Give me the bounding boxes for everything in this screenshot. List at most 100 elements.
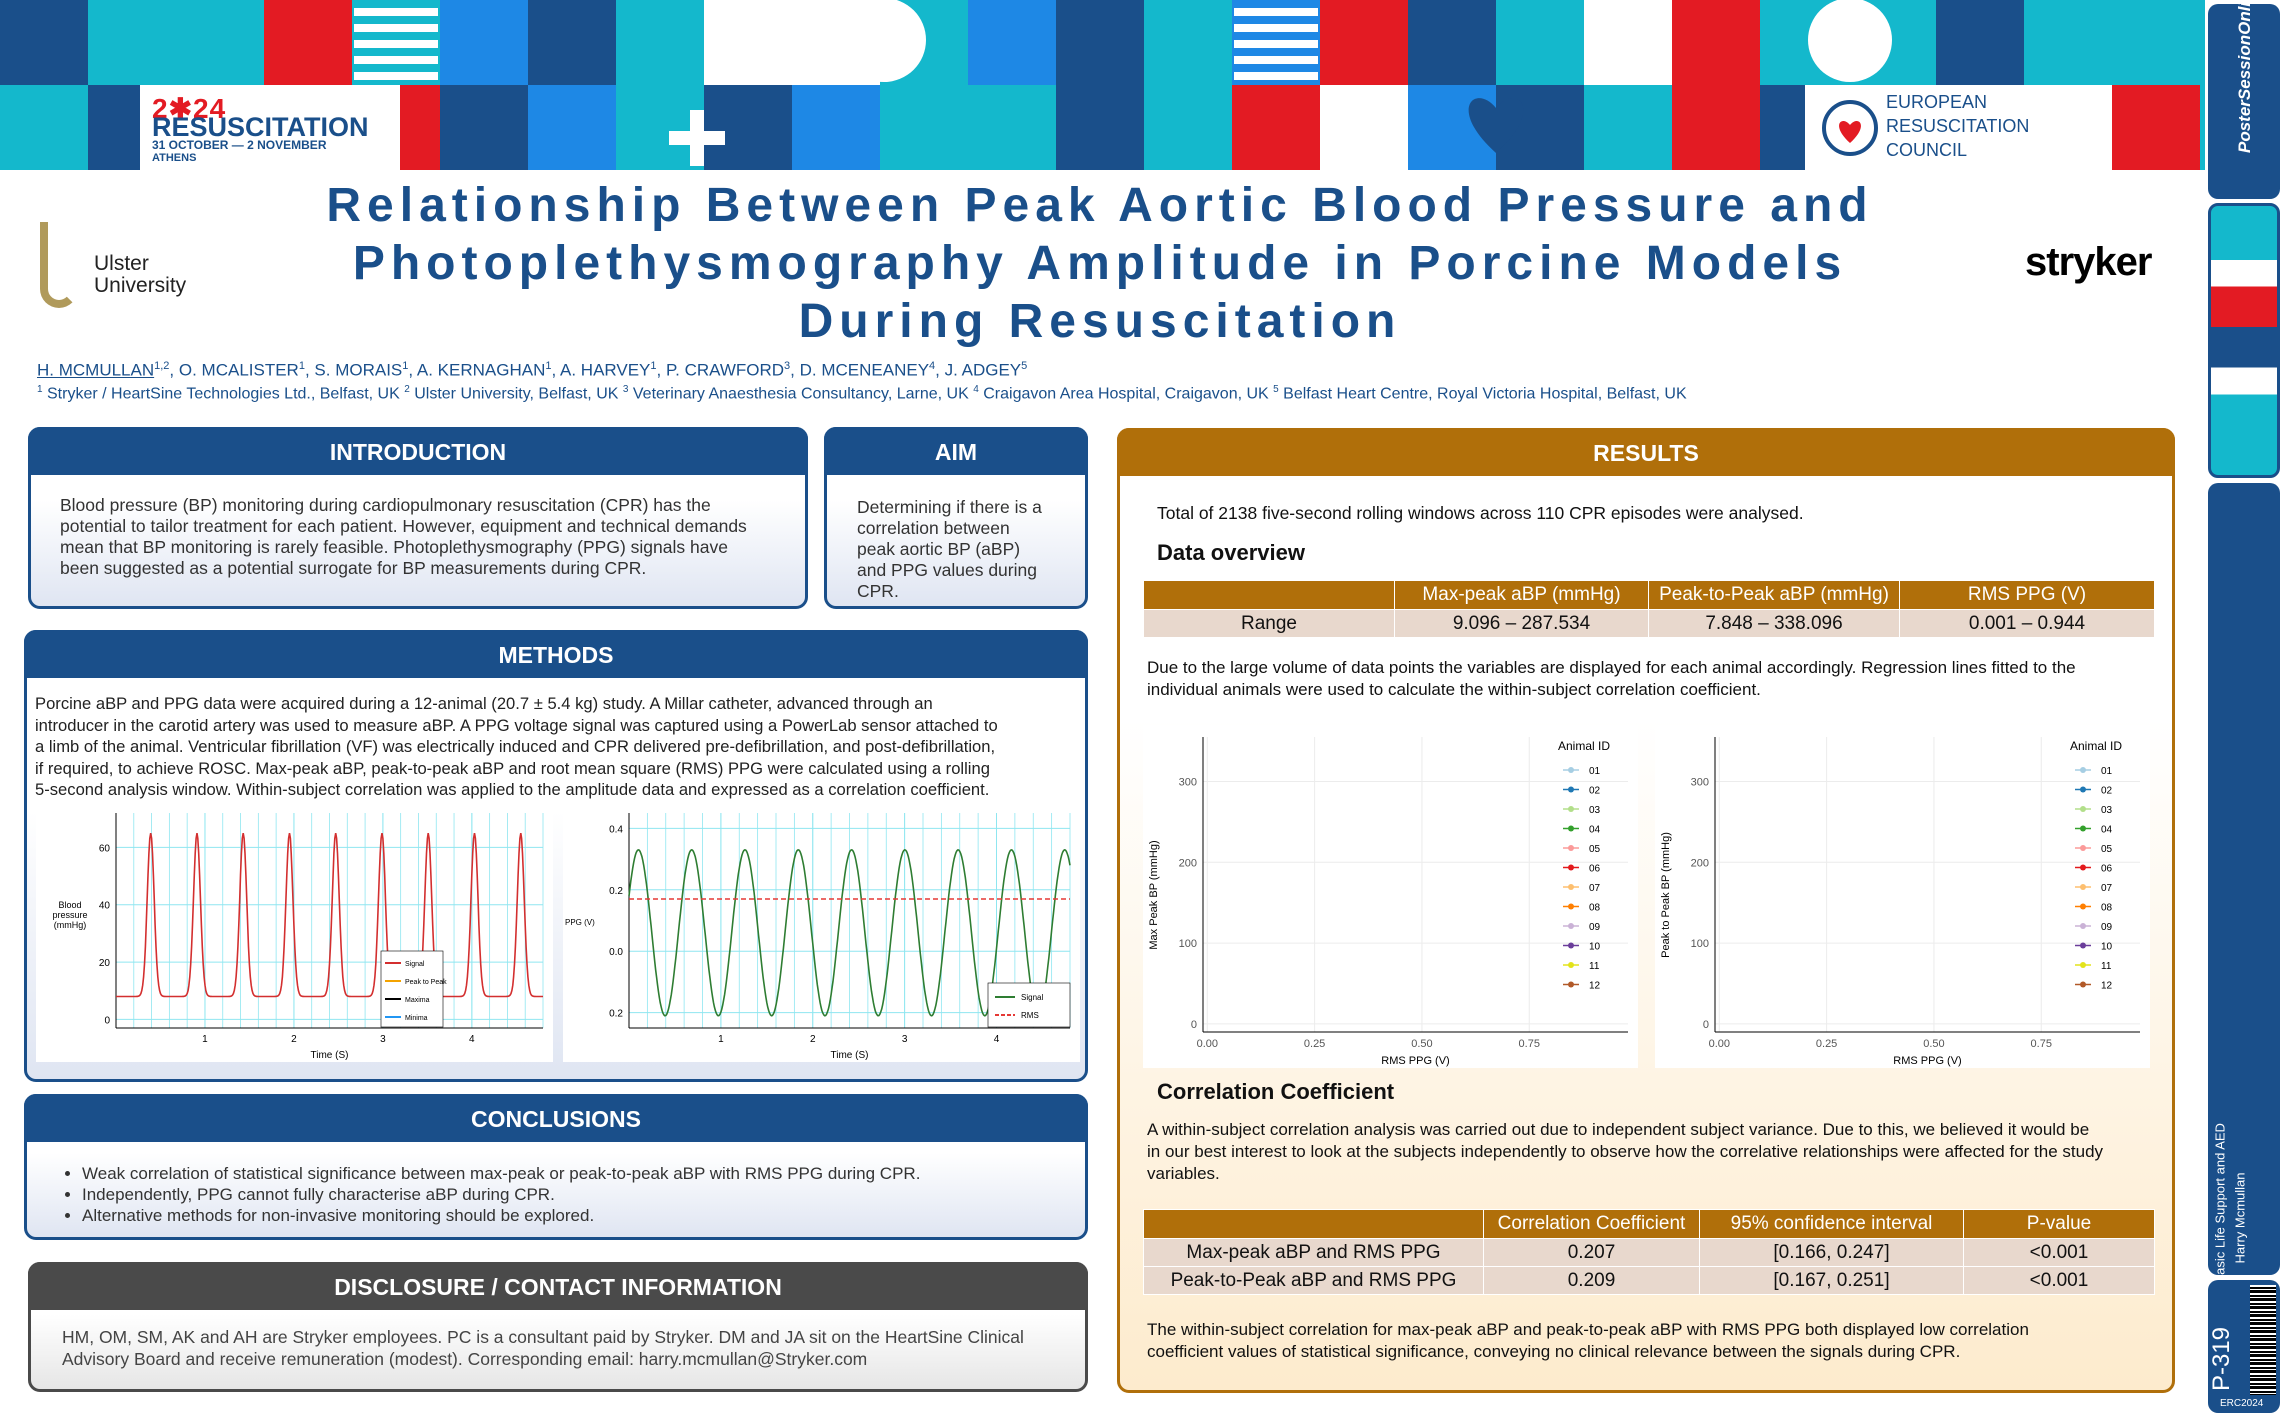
heart-decor: [1468, 98, 1524, 153]
legend-label: 03: [1589, 805, 1601, 816]
banner-tile: [176, 0, 265, 85]
legend-swatch: [2080, 825, 2086, 832]
banner-tile: [704, 0, 793, 85]
legend-label: Peak to Peak: [405, 979, 447, 986]
author-affil: 1: [545, 360, 552, 372]
text-line: peak aortic BP (aBP): [857, 539, 1021, 559]
legend-label: 09: [2101, 922, 2113, 933]
banner-tile: [1408, 0, 1497, 85]
legend-label: Signal: [1021, 993, 1043, 1002]
x-tick-label: 0.00: [1197, 1038, 1218, 1050]
legend-swatch: [2080, 786, 2086, 793]
sidebar-presenter: Harry Mcmullan: [2232, 1172, 2248, 1264]
y-tick-label: 40: [99, 901, 111, 912]
column-header: RMS PPG (V): [1899, 580, 2155, 610]
banner-tile: [1320, 85, 1409, 170]
affil-text: Ulster University, Belfast, UK: [409, 385, 623, 403]
row: Max-peak aBP and RMS PPG 0.207 [0.166, 0.2…: [1143, 1238, 2155, 1267]
text-line: potential to tailor treatment for each p…: [60, 516, 747, 536]
legend-swatch: [2080, 806, 2086, 812]
legend-label: 12: [2101, 981, 2113, 992]
plot: 0.2 0.0 0.2 0.4 1 2 3 4 Time (S) PPG (V) Signal RMS: [563, 803, 1080, 1062]
banner-tile: [2024, 0, 2113, 85]
column-header: P-value: [1963, 1209, 2155, 1239]
x-axis-label: RMS PPG (V): [1381, 1055, 1449, 1067]
banner-tile: [1496, 0, 1585, 85]
legend-label: 02: [2101, 786, 2113, 797]
legend-title: Animal ID: [1558, 739, 1610, 753]
legend-title: Animal ID: [2070, 739, 2122, 753]
legend-swatch: [2080, 962, 2086, 968]
x-tick-label: 4: [469, 1034, 475, 1045]
banner-tile: [1144, 0, 1233, 85]
legend-label: 08: [2101, 903, 2113, 914]
legend-label: Signal: [405, 961, 425, 968]
plot: 0 100 200 300 0.00 0.25 0.50 0.75 RMS PPG (V) Max…: [1143, 725, 1638, 1068]
y-tick-label: 300: [1691, 776, 1709, 788]
author-affil: 3: [784, 360, 791, 372]
y-tick-label: 0.4: [609, 824, 623, 835]
legend-swatch: [2080, 845, 2086, 851]
x-tick-label: 3: [380, 1034, 386, 1045]
legend-label: 01: [2101, 766, 2113, 777]
cell: 9.096 – 287.534: [1394, 609, 1649, 638]
legend-label: 04: [2101, 825, 2113, 836]
legend-swatch: [2080, 884, 2086, 890]
legend-swatch: [1568, 767, 1574, 773]
legend-swatch: [1568, 923, 1574, 929]
legend-label: 07: [1589, 883, 1601, 894]
author-name: , J. ADGEY: [935, 360, 1022, 380]
author-affil: 1: [650, 360, 657, 372]
y-tick-label: 300: [1179, 776, 1197, 788]
affil-text: Craigavon Area Hospital, Craigavon, UK: [978, 385, 1274, 403]
legend-swatch: [1568, 981, 1574, 988]
x-tick-label: 0.50: [1411, 1038, 1432, 1050]
x-axis-label: Time (S): [831, 1050, 869, 1061]
x-tick-label: 0.75: [2031, 1038, 2052, 1050]
text-line: CPR.: [857, 581, 899, 601]
text-line: Advisory Board and receive remuneration …: [62, 1349, 868, 1369]
banner-tile: [792, 85, 881, 170]
legend-swatch: [2080, 864, 2086, 871]
sidebar-top: [2208, 4, 2280, 199]
legend-swatch: [2080, 981, 2086, 988]
text-line: The within-subject correlation for max-p…: [1147, 1320, 2029, 1339]
bullet: Weak correlation of statistical signific…: [82, 1163, 920, 1184]
cross-decor: [669, 131, 725, 145]
affil-num: 5: [1273, 384, 1279, 395]
text-line: coefficient values of statistical signif…: [1147, 1342, 1961, 1361]
bullet: Independently, PPG cannot fully characte…: [82, 1184, 920, 1205]
banner-tile: [704, 85, 793, 170]
legend-label: 06: [1589, 864, 1601, 875]
legend-swatch: [2080, 767, 2086, 773]
text-line: mean that BP monitoring is rarely feasib…: [60, 537, 728, 557]
y-tick-label: 200: [1691, 857, 1709, 869]
sidebar-topic: Basic Life Support and AED: [2212, 1123, 2228, 1284]
legend-label: Minima: [405, 1015, 428, 1022]
author-affil: 1,2: [154, 360, 170, 372]
event-dates: 31 OCTOBER — 2 NOVEMBER: [152, 138, 327, 152]
text-line: individual animals were used to calculat…: [1147, 680, 1761, 699]
banner-tile: [1936, 0, 2025, 85]
legend-swatch: [1568, 864, 1574, 871]
legend-label: 11: [1589, 961, 1600, 972]
banner-tile: [1320, 0, 1409, 85]
ulster-logo-text: University: [94, 274, 187, 297]
banner-tile: [1232, 85, 1321, 170]
logo-panel: [140, 85, 400, 170]
sidebar-topic-panel: [2208, 483, 2280, 1275]
affiliations: 1 Stryker / HeartSine Technologies Ltd.,…: [37, 384, 1687, 403]
legend-label: RMS: [1021, 1011, 1039, 1020]
banner-tile: [2112, 0, 2201, 85]
signal-trace-decor: [628, 849, 1071, 1017]
legend-label: 01: [1589, 766, 1601, 777]
x-tick-label: 2: [291, 1034, 297, 1045]
circle-decor: [842, 0, 926, 82]
stryker-logo: stryker: [2025, 240, 2152, 284]
banner-tile: [1672, 85, 1761, 170]
stripe: [354, 24, 438, 32]
banner-tile: [528, 85, 617, 170]
legend-label: 05: [1589, 844, 1601, 855]
legend-label: 12: [1589, 981, 1601, 992]
